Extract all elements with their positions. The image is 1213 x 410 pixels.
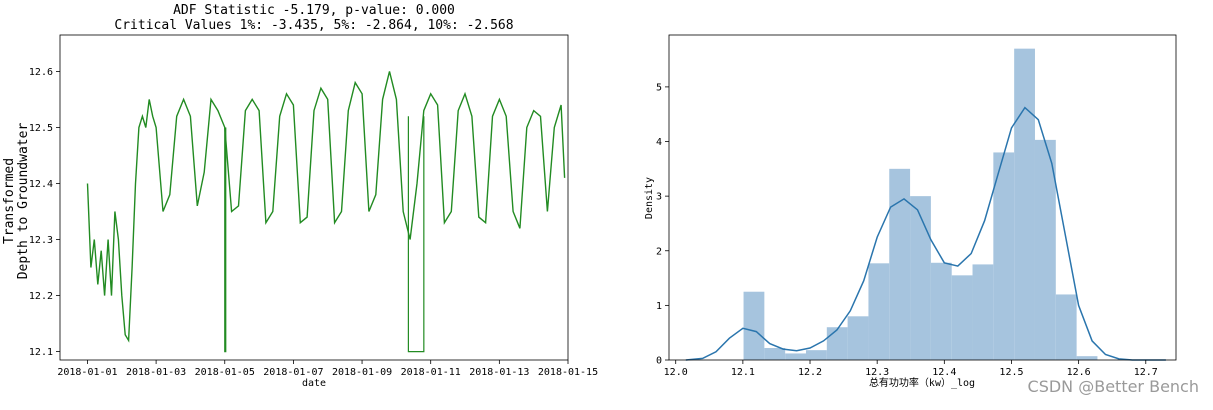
y-axis-label-line1: Transformed — [2, 158, 17, 244]
chart-title: ADF Statistic -5.179, p-value: 0.000 — [173, 3, 455, 18]
y-axis-label: Density — [644, 177, 655, 219]
histogram-bar — [1034, 139, 1056, 360]
histogram-bar — [1055, 294, 1077, 360]
drop-line — [407, 116, 425, 353]
y-tick-label: 4 — [656, 137, 662, 148]
x-tick-label: 12.4 — [932, 367, 956, 378]
density-histogram-chart: 0 1 2 3 4 5 12.0 12.1 12.2 12.3 12.4 12.5 12.6 12.7 总… — [644, 34, 1177, 389]
histogram-bar — [868, 263, 890, 360]
histogram-bar — [889, 168, 911, 360]
histogram-bar — [930, 262, 952, 360]
x-tick-label: 2018-01-15 — [538, 367, 598, 378]
x-tick-label: 12.0 — [664, 367, 688, 378]
x-tick-label: 12.3 — [865, 367, 889, 378]
histogram-bar — [993, 152, 1015, 360]
x-tick-label: 2018-01-03 — [126, 367, 186, 378]
histogram-bar — [805, 350, 827, 360]
y-tick-label: 1 — [656, 301, 662, 312]
y-tick-label: 12.5 — [29, 123, 53, 134]
x-axis-label: 总有功功率（kw）_log — [869, 376, 975, 389]
y-tick-label: 12.6 — [29, 67, 53, 78]
adf-line-chart: ADF Statistic -5.179, p-value: 0.000 Cri… — [2, 3, 598, 389]
y-tick-label: 5 — [656, 82, 662, 93]
left-plot-area: 12.1 12.2 12.3 12.4 12.5 12.6 2018-01-01 2018-0… — [29, 34, 598, 378]
histogram-bar — [785, 353, 806, 360]
histogram-bar — [1014, 48, 1035, 361]
x-tick-label: 2018-01-05 — [195, 367, 255, 378]
drop-line — [224, 127, 227, 353]
x-tick-label: 2018-01-11 — [401, 367, 461, 378]
plot-frame — [668, 34, 1177, 361]
y-axis-label-line2: Depth to Groundwater — [16, 123, 31, 280]
series-line — [86, 71, 566, 343]
watermark: CSDN @Better Bench — [1027, 377, 1199, 396]
y-tick-label: 12.4 — [29, 179, 53, 190]
histogram-bar — [764, 347, 786, 360]
y-tick-label: 12.1 — [29, 347, 53, 358]
y-tick-label: 12.3 — [29, 235, 53, 246]
histogram-bar — [910, 196, 931, 360]
x-tick-label: 12.2 — [798, 367, 822, 378]
histogram-bar — [847, 316, 869, 360]
histogram-bar — [1076, 356, 1098, 360]
x-tick-label: 2018-01-13 — [469, 367, 529, 378]
kde-curve — [685, 106, 1166, 361]
histogram-bar — [743, 291, 765, 360]
histogram-bar — [826, 327, 848, 360]
y-tick-label: 2 — [656, 246, 662, 257]
x-tick-label: 12.5 — [999, 367, 1023, 378]
x-tick-label: 2018-01-07 — [263, 367, 323, 378]
y-tick-label: 0 — [656, 356, 662, 367]
x-tick-label: 2018-01-09 — [332, 367, 392, 378]
x-tick-label: 12.6 — [1067, 367, 1091, 378]
x-tick-label: 12.1 — [731, 367, 755, 378]
right-plot-area: 0 1 2 3 4 5 12.0 12.1 12.2 12.3 12.4 12.5 12.6 12.7 — [656, 34, 1177, 378]
plot-frame — [59, 34, 569, 361]
x-tick-label: 2018-01-01 — [57, 367, 117, 378]
chart-subtitle: Critical Values 1%: -3.435, 5%: -2.864, … — [114, 18, 513, 33]
y-tick-label: 3 — [656, 192, 662, 203]
histogram-bar — [972, 264, 994, 360]
x-axis-label: date — [302, 378, 326, 389]
y-tick-label: 12.2 — [29, 291, 53, 302]
x-tick-label: 12.7 — [1134, 367, 1158, 378]
histogram-bar — [951, 275, 973, 360]
